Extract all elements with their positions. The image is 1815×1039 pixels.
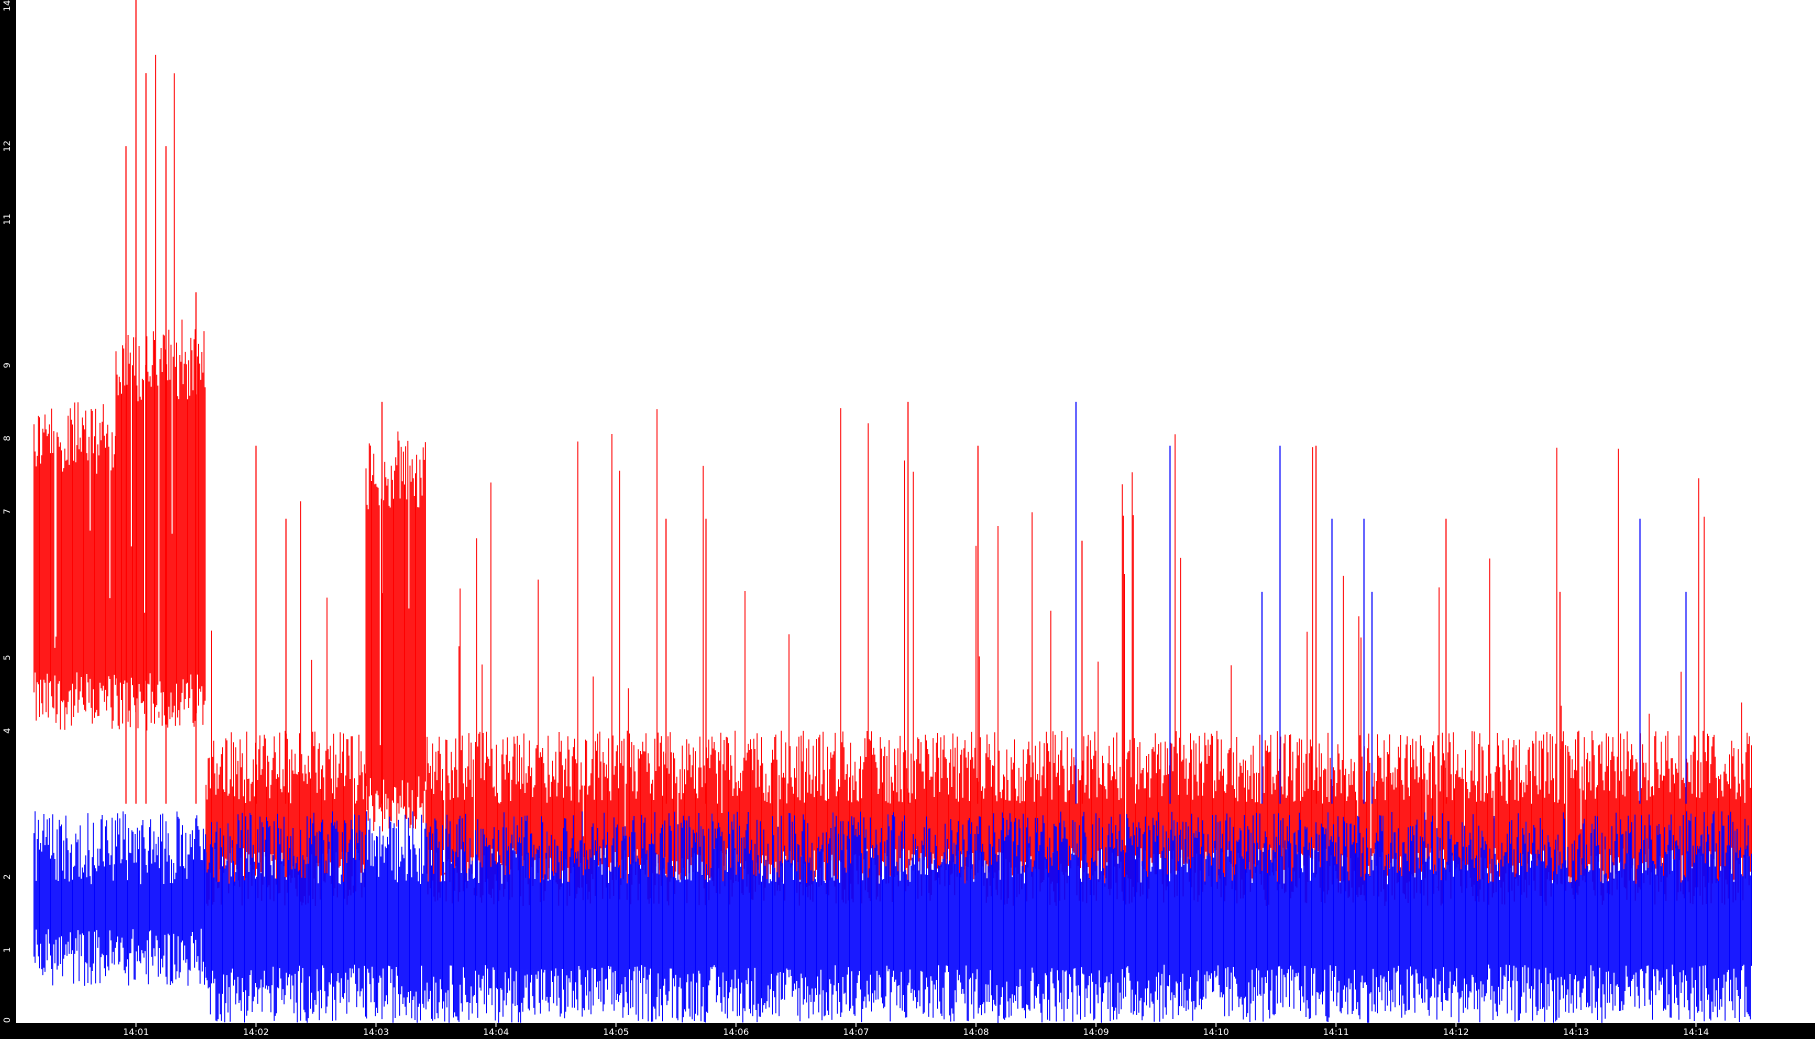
y-tick-label: 2 (3, 874, 13, 880)
y-tick-label: 12 (3, 140, 13, 151)
series-blue (33, 401, 1752, 1023)
x-tick-label: 14:13 (1563, 1028, 1589, 1038)
series-red (33, 0, 1752, 906)
y-tick-label: 4 (3, 728, 13, 734)
y-tick-label: 8 (3, 435, 13, 441)
x-axis-ticks: 14:01 14:02 14:03 14:04 14:05 14:06 14:07 14:08… (123, 1023, 1709, 1038)
series-trace (33, 811, 1752, 1023)
series-trace (33, 54, 1752, 906)
x-tick-label: 14:08 (963, 1028, 989, 1038)
y-tick-label: 14 (3, 0, 13, 11)
x-tick-label: 14:11 (1323, 1028, 1349, 1038)
y-axis-band (0, 0, 16, 1039)
x-tick-label: 14:02 (243, 1028, 269, 1038)
x-tick-label: 14:06 (723, 1028, 749, 1038)
x-tick-label: 14:12 (1443, 1028, 1469, 1038)
y-tick-label: 0 (3, 1017, 13, 1023)
y-tick-label: 11 (3, 213, 13, 224)
x-tick-label: 14:04 (483, 1028, 509, 1038)
y-tick-label: 5 (3, 655, 13, 661)
x-axis-band (0, 1023, 1815, 1039)
y-tick-label: 1 (3, 947, 13, 953)
y-tick-label: 9 (3, 362, 13, 368)
y-tick-label: 7 (3, 509, 13, 515)
x-tick-label: 14:10 (1203, 1028, 1229, 1038)
x-tick-label: 14:03 (363, 1028, 389, 1038)
x-tick-label: 14:05 (603, 1028, 629, 1038)
x-tick-label: 14:14 (1683, 1028, 1709, 1038)
x-tick-label: 14:09 (1083, 1028, 1109, 1038)
x-tick-label: 14:01 (123, 1028, 149, 1038)
x-tick-label: 14:07 (843, 1028, 869, 1038)
